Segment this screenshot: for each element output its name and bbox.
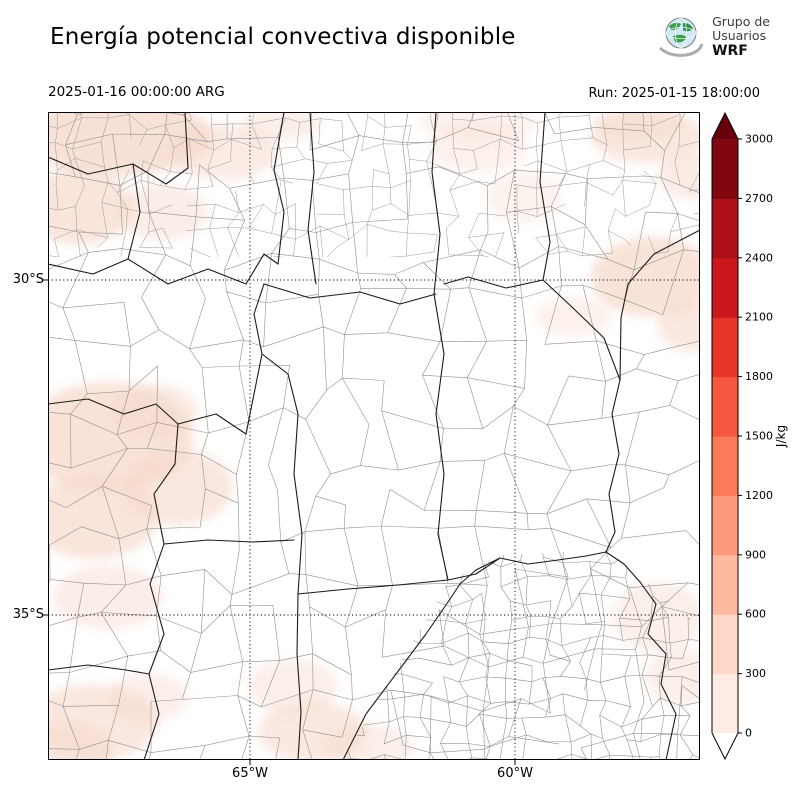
svg-text:600: 600 xyxy=(745,608,766,621)
run-time-label: Run: 2025-01-15 18:00:00 xyxy=(588,86,760,101)
map-frame xyxy=(48,112,700,760)
logo-text-wrf: WRF xyxy=(712,43,748,60)
valid-time-label: 2025-01-16 00:00:00 ARG xyxy=(48,84,225,100)
svg-text:1500: 1500 xyxy=(745,430,773,443)
department-boundaries xyxy=(48,112,700,760)
department-boundaries-north xyxy=(48,112,700,257)
svg-text:2700: 2700 xyxy=(745,192,773,205)
lon-tick-65w: 65°W xyxy=(232,766,268,781)
colorbar-unit-label: J/kg xyxy=(774,424,788,448)
svg-text:2100: 2100 xyxy=(745,311,773,324)
colorbar-scale: 0 300 600 900 1200 1500 1800 2100 2400 2700 3000 xyxy=(711,111,773,761)
svg-text:3000: 3000 xyxy=(745,133,773,146)
logo-text-line2: Usuarios xyxy=(712,27,767,43)
cape-map xyxy=(43,112,700,765)
lat-tick-35s: 35°S xyxy=(12,607,44,622)
colorbar: 0 300 600 900 1200 1500 1800 2100 2400 2700 3000 xyxy=(704,111,800,761)
svg-text:300: 300 xyxy=(745,667,766,680)
svg-text:1200: 1200 xyxy=(745,489,773,502)
globe-icon xyxy=(659,17,704,57)
page-title: Energía potencial convectiva disponible xyxy=(50,24,516,50)
svg-text:900: 900 xyxy=(745,548,766,561)
svg-text:1800: 1800 xyxy=(745,370,773,383)
map-canvas xyxy=(43,112,700,765)
province-boundaries xyxy=(48,112,700,760)
cape-shading-layer xyxy=(48,112,700,760)
axis-tick-marks xyxy=(43,279,516,765)
svg-text:0: 0 xyxy=(745,727,752,740)
logo-text-line1: Grupo de xyxy=(712,13,770,29)
lon-tick-60w: 60°W xyxy=(497,766,533,781)
latlon-grid xyxy=(48,112,700,760)
wrf-logo: Grupo de Usuarios WRF xyxy=(657,12,770,62)
svg-text:2400: 2400 xyxy=(745,251,773,264)
lat-tick-30s: 30°S xyxy=(12,272,44,287)
